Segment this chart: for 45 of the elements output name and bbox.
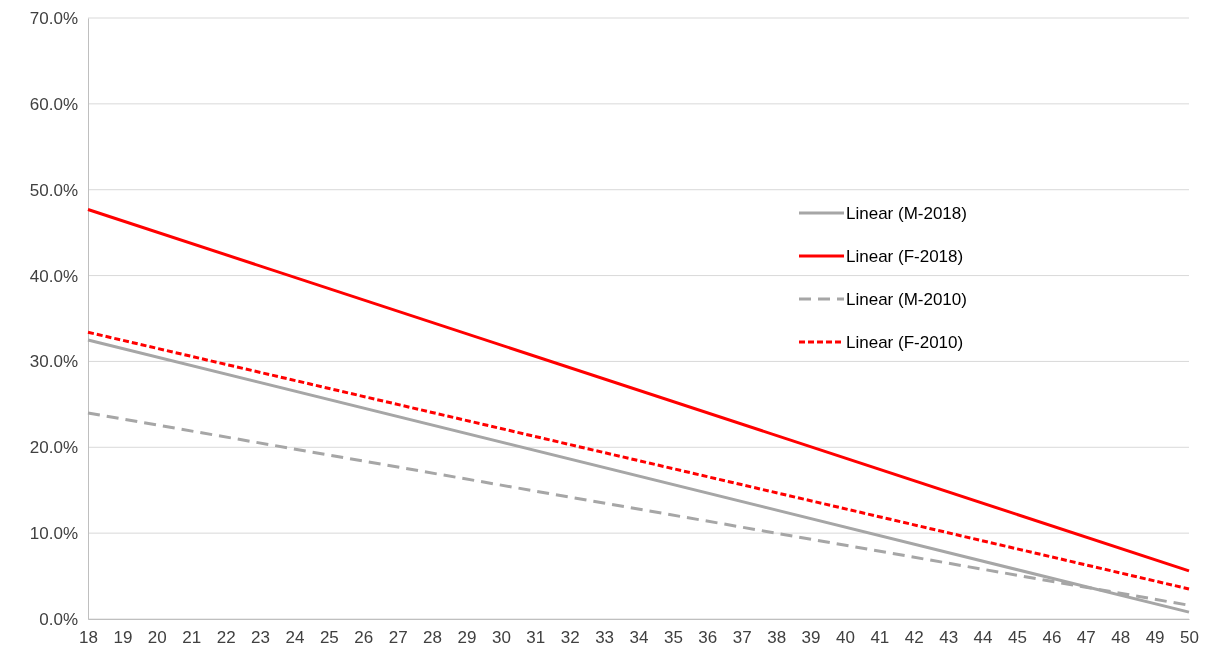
y-tick-label: 10.0% xyxy=(29,524,78,544)
legend-label: Linear (F-2018) xyxy=(846,247,964,266)
y-tick-label: 50.0% xyxy=(29,180,78,200)
x-tick-label: 30 xyxy=(491,628,511,648)
x-tick-label: 19 xyxy=(113,628,133,648)
x-tick-label: 41 xyxy=(870,628,890,648)
x-tick-label: 35 xyxy=(663,628,683,648)
x-tick-label: 33 xyxy=(595,628,615,648)
x-tick-label: 21 xyxy=(182,628,202,648)
y-tick-label: 60.0% xyxy=(29,94,78,114)
y-tick-label: 70.0% xyxy=(29,8,78,28)
x-tick-label: 29 xyxy=(457,628,477,648)
x-tick-label: 20 xyxy=(147,628,167,648)
x-tick-label: 40 xyxy=(835,628,855,648)
x-tick-label: 46 xyxy=(1042,628,1062,648)
legend-label: Linear (F-2010) xyxy=(846,333,964,352)
x-tick-label: 50 xyxy=(1180,628,1199,648)
x-tick-label: 48 xyxy=(1111,628,1131,648)
y-tick-label: 30.0% xyxy=(29,352,78,372)
x-tick-label: 42 xyxy=(904,628,924,648)
x-tick-label: 27 xyxy=(388,628,408,648)
y-tick-label: 20.0% xyxy=(29,438,78,458)
x-tick-label: 25 xyxy=(319,628,339,648)
x-tick-label: 31 xyxy=(526,628,546,648)
x-tick-label: 32 xyxy=(560,628,580,648)
x-tick-label: 47 xyxy=(1076,628,1096,648)
x-tick-label: 26 xyxy=(354,628,374,648)
y-tick-label: 0.0% xyxy=(39,609,78,629)
y-tick-label: 40.0% xyxy=(29,266,78,286)
x-tick-label: 49 xyxy=(1145,628,1165,648)
x-tick-label: 24 xyxy=(285,628,305,648)
x-tick-label: 38 xyxy=(767,628,787,648)
x-tick-label: 23 xyxy=(251,628,270,648)
x-tick-label: 43 xyxy=(939,628,959,648)
x-tick-label: 45 xyxy=(1008,628,1027,648)
x-tick-label: 36 xyxy=(698,628,718,648)
x-tick-label: 37 xyxy=(732,628,752,648)
x-tick-label: 44 xyxy=(973,628,993,648)
legend-label: Linear (M-2010) xyxy=(846,290,967,309)
x-tick-label: 22 xyxy=(216,628,236,648)
x-tick-label: 28 xyxy=(423,628,443,648)
x-tick-label: 34 xyxy=(629,628,649,648)
legend-label: Linear (M-2018) xyxy=(846,204,967,223)
x-tick-label: 18 xyxy=(79,628,98,648)
x-tick-label: 39 xyxy=(801,628,821,648)
